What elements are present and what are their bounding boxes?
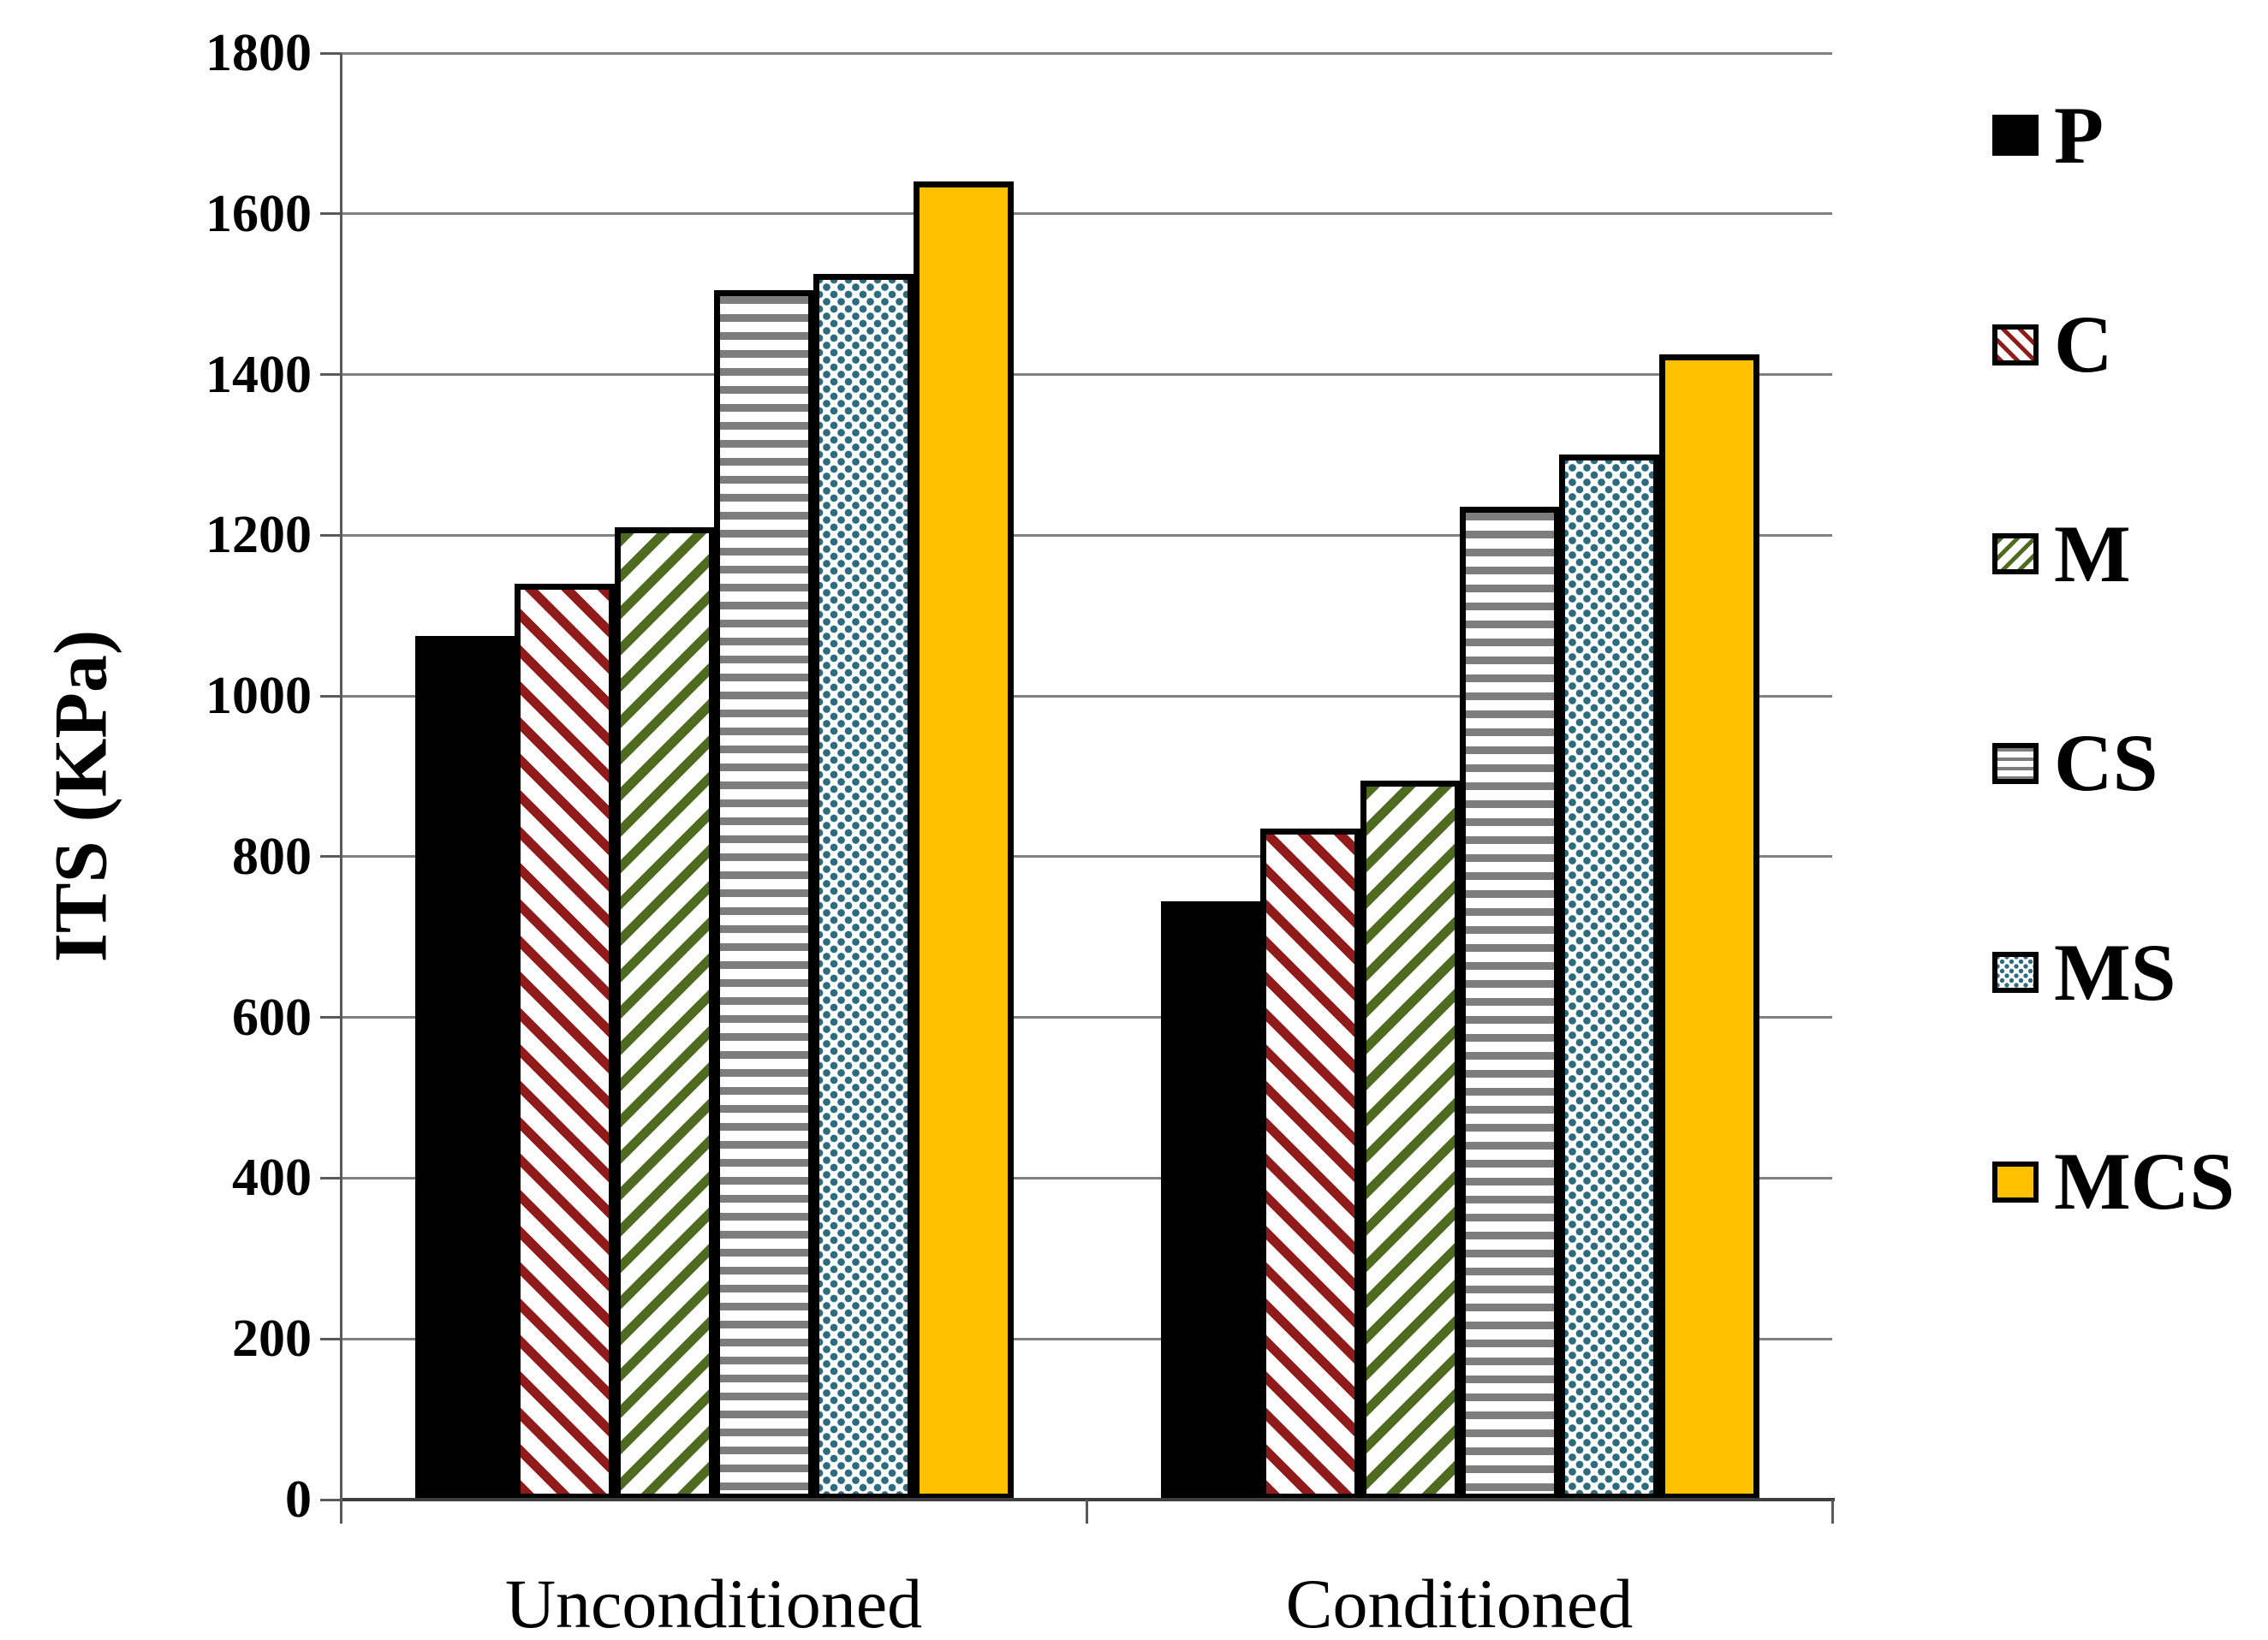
gridline-1800 (341, 51, 1832, 55)
legend-label-ms: MS (2054, 926, 2176, 1018)
y-tick-200 (320, 1337, 341, 1340)
y-tick-800 (320, 855, 341, 859)
legend-swatch-p (1992, 115, 2039, 156)
y-tick-400 (320, 1176, 341, 1179)
legend-swatch-ms (1992, 952, 2039, 993)
x-axis-line (341, 1498, 1835, 1501)
legend-item-c: C (1992, 304, 2113, 386)
y-tick-1200 (320, 533, 341, 537)
y-tick-1800 (320, 51, 341, 55)
y-tick-0 (320, 1498, 341, 1501)
y-axis-title: ITS (KPa) (39, 629, 123, 963)
legend-item-p: P (1992, 94, 2104, 176)
bar-conditioned-c (1260, 829, 1361, 1500)
bar-conditioned-mcs (1658, 354, 1759, 1500)
bar-unconditioned-p (415, 635, 515, 1500)
y-tick-label: 400 (232, 1149, 312, 1208)
y-tick-label: 0 (285, 1471, 312, 1529)
x-axis-tick-2 (1830, 1500, 1834, 1524)
bar-unconditioned-c (515, 583, 616, 1500)
y-tick-label: 1600 (205, 184, 312, 243)
legend-item-ms: MS (1992, 931, 2176, 1013)
x-axis-tick-0 (339, 1500, 342, 1524)
y-tick-label: 600 (232, 988, 312, 1047)
bar-unconditioned-mcs (913, 181, 1014, 1500)
gridline-1200 (341, 533, 1832, 537)
y-tick-1600 (320, 212, 341, 216)
legend-label-c: C (2054, 299, 2113, 389)
x-category-label-unconditioned: Unconditioned (504, 1565, 923, 1640)
y-tick-600 (320, 1016, 341, 1019)
legend-label-p: P (2054, 89, 2104, 181)
bar-unconditioned-m (614, 526, 715, 1500)
legend-item-mcs: MCS (1992, 1141, 2235, 1223)
gridline-1000 (341, 694, 1832, 698)
legend-swatch-c (1992, 324, 2039, 365)
legend-label-mcs: MCS (2054, 1136, 2235, 1227)
gridline-600 (341, 1016, 1832, 1019)
legend-swatch-cs (1992, 742, 2039, 784)
legend-swatch-m (1992, 533, 2039, 574)
x-axis-tick-1 (1085, 1500, 1088, 1524)
bar-unconditioned-cs (713, 289, 814, 1500)
legend-item-cs: CS (1992, 722, 2158, 805)
y-tick-label: 1800 (205, 24, 312, 82)
gridline-1400 (341, 373, 1832, 377)
y-axis-line (339, 53, 342, 1502)
legend-label-cs: CS (2054, 717, 2158, 808)
bar-conditioned-m (1360, 780, 1461, 1500)
legend-swatch-mcs (1992, 1161, 2039, 1203)
y-tick-1400 (320, 373, 341, 377)
y-tick-label: 800 (232, 827, 312, 886)
bar-conditioned-ms (1559, 455, 1660, 1500)
legend-item-m: M (1992, 513, 2131, 595)
gridline-800 (341, 855, 1832, 859)
y-tick-label: 200 (232, 1310, 312, 1369)
gridline-200 (341, 1337, 1832, 1340)
y-tick-label: 1400 (205, 345, 312, 404)
gridline-1600 (341, 212, 1832, 216)
bar-conditioned-p (1161, 900, 1261, 1500)
bar-conditioned-cs (1459, 507, 1560, 1500)
y-tick-label: 1000 (205, 667, 312, 726)
legend-label-m: M (2054, 508, 2131, 599)
y-tick-1000 (320, 694, 341, 698)
gridline-400 (341, 1176, 1832, 1179)
bar-unconditioned-ms (813, 274, 914, 1500)
y-tick-label: 1200 (205, 506, 312, 565)
x-category-label-conditioned: Conditioned (1285, 1565, 1634, 1640)
